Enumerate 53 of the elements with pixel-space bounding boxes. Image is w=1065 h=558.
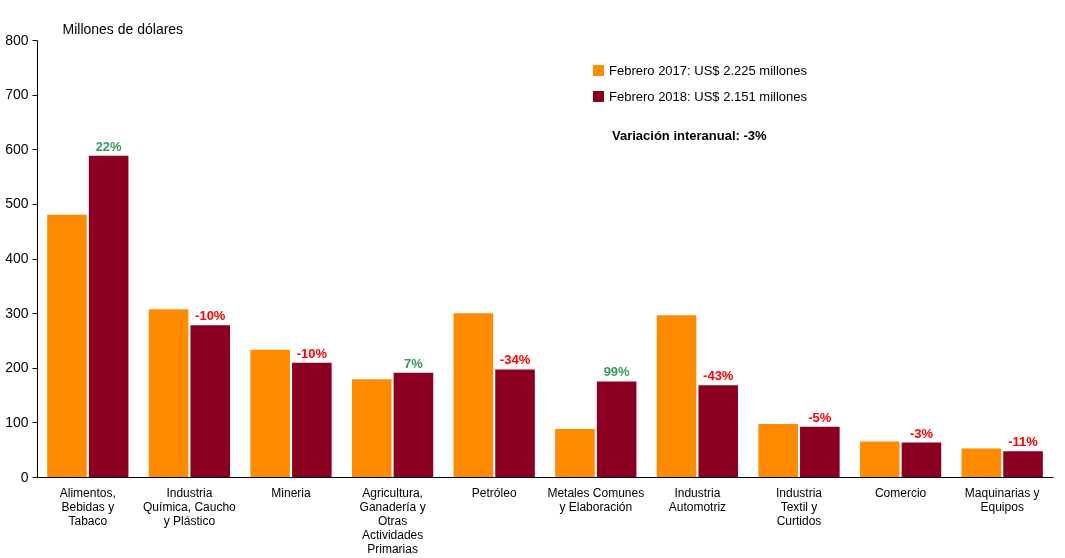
annotation: -10% — [296, 345, 328, 361]
x-tick-label: Mineria — [271, 485, 311, 500]
annotation: Variación interanual: -3% — [612, 128, 768, 143]
x-tick-label: Petróleo — [471, 485, 517, 500]
y-axis-title: Millones de dólares — [62, 20, 184, 37]
bar — [292, 362, 332, 477]
x-tick-label: Comercio — [874, 485, 927, 500]
bar — [859, 441, 900, 477]
annotation: -11% — [1008, 434, 1039, 450]
annotation: -10% — [195, 308, 226, 324]
bar — [351, 379, 392, 477]
x-tick-label: Metales Comunes y Elaboración — [547, 485, 645, 514]
bar — [901, 442, 942, 477]
bar — [250, 349, 290, 477]
y-tick-label: 700 — [5, 86, 29, 103]
bar — [88, 155, 129, 477]
y-tick-label: 600 — [5, 140, 29, 157]
bar — [393, 372, 434, 477]
annotation: -34% — [499, 352, 531, 368]
annotation: 22% — [95, 138, 123, 154]
y-tick-label: 200 — [5, 359, 29, 376]
bar — [47, 214, 87, 477]
bar — [495, 369, 535, 477]
x-tick-label: Maquinarias y Equipos — [964, 485, 1040, 514]
bar — [698, 385, 739, 477]
y-tick-label: 400 — [5, 250, 29, 266]
annotation: 99% — [603, 364, 631, 380]
bar — [961, 448, 1002, 477]
annotation: -5% — [808, 409, 832, 425]
annotation: -3% — [909, 425, 934, 441]
annotation: -43% — [703, 368, 734, 384]
bar — [555, 428, 595, 477]
bar — [190, 325, 231, 477]
bar — [758, 424, 798, 477]
x-tick-label: Industria Automotriz — [668, 485, 727, 514]
x-tick-label: Alimentos, Bebidas y Tabaco — [59, 485, 116, 528]
y-tick-label: 300 — [5, 304, 29, 321]
y-tick-label: 500 — [5, 195, 29, 212]
legend-label: Febrero 2017: US$ 2.225 millones — [609, 62, 808, 78]
x-tick-label: Agricultura, Ganadería y Otras Actividades Primarias — [359, 485, 426, 556]
bar — [453, 313, 494, 477]
bar — [800, 426, 840, 477]
bar — [656, 315, 697, 477]
bar — [148, 309, 189, 477]
legend-label: Febrero 2018: US$ 2.151 millones — [609, 88, 808, 104]
bar — [596, 381, 637, 477]
y-tick-label: 800 — [5, 31, 29, 48]
y-tick-label: 100 — [5, 413, 29, 430]
x-tick-label: Industria Química, Caucho y Plástico — [143, 485, 237, 528]
y-tick-label: 0 — [20, 468, 29, 485]
annotation: 7% — [404, 355, 424, 371]
bar — [1003, 451, 1043, 477]
x-tick-label: Industria Textil y Curtidos — [775, 485, 823, 528]
